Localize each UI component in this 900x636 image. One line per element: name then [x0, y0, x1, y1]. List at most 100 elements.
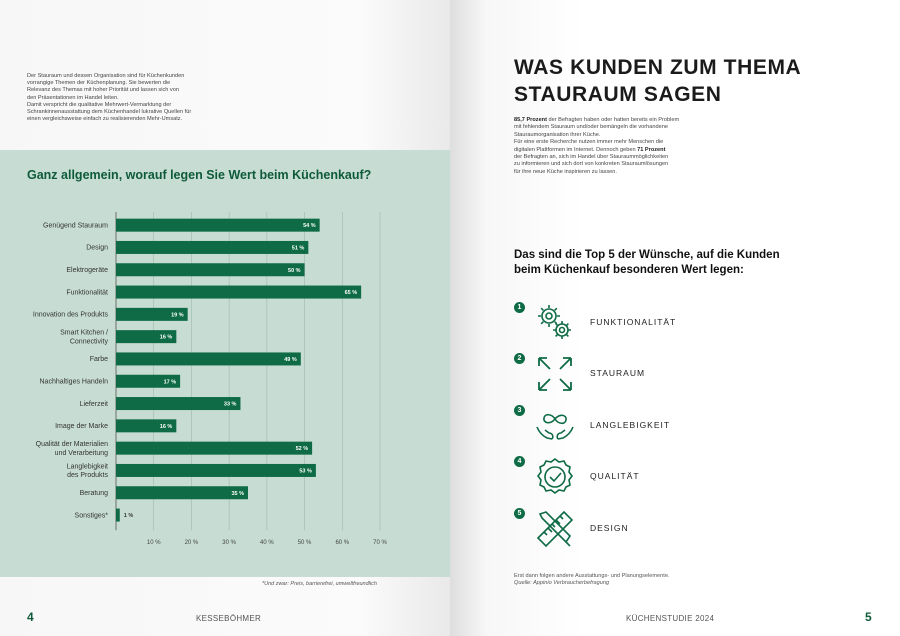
bar-value-label: 1 %: [124, 513, 134, 519]
category-label: Langlebigkeit des Produkts: [67, 463, 109, 479]
category-label-line: und Verarbeitung: [55, 450, 108, 457]
bar-value-label: 19 %: [171, 312, 184, 318]
intro-line: für ihre neue Küche inspirieren zu lasse…: [514, 168, 617, 175]
intro-line: den Präsentationen im Handel leiten.: [27, 94, 119, 101]
category-label: Design: [86, 245, 108, 252]
bar: [116, 307, 188, 321]
source-line: Erst dann folgen andere Ausstattungs- un…: [514, 573, 670, 579]
category-label: Sonstiges*: [75, 512, 109, 519]
chart-title: Ganz allgemein, worauf legen Sie Wert be…: [27, 168, 372, 182]
intro-line: einen vergleichsweise einfach zu realisi…: [27, 116, 183, 123]
bar: [116, 218, 320, 232]
footer-study: KÜCHENSTUDIE 2024: [626, 614, 715, 623]
intro-line: Für eine erste Recherche nutzen immer me…: [514, 139, 664, 146]
bar-value-label: 16 %: [160, 424, 173, 430]
category-label: Elektrogeräte: [66, 267, 108, 274]
gears-icon: [538, 305, 571, 339]
intro-line: Relevanz des Themas mit hoher Priorität …: [27, 87, 179, 94]
left-intro-text: Der Stauraum und dessen Organisation sin…: [27, 73, 212, 123]
category-label: Lieferzeit: [80, 401, 108, 408]
wish-item-storage: 2 STAURAUM: [514, 353, 874, 399]
page-title: WAS KUNDEN ZUM THEMA STAURAUM SAGEN: [514, 54, 864, 108]
bar: [116, 463, 316, 477]
category-label: Funktionalität: [66, 289, 108, 296]
pencil-ruler-icon: [536, 510, 574, 548]
category-label: Image der Marke: [55, 423, 108, 430]
category-label-line: Qualität der Materialien: [36, 441, 108, 448]
category-label-line: Farbe: [90, 356, 108, 363]
wish-label: STAURAUM: [590, 368, 646, 378]
bar-value-label: 52 %: [296, 446, 309, 452]
number-badge: 1: [514, 302, 525, 313]
intro-line: zu informieren und sich dort von konkret…: [514, 161, 669, 168]
quality-seal-icon: [537, 458, 573, 494]
wish-item-quality: 4 QUALITÄT: [514, 456, 874, 502]
wish-item-design: 5 DESIGN: [514, 508, 874, 554]
intro-line: der Befragten an, sich im Handel über St…: [514, 154, 669, 161]
intro-text: digitalen Plattformen im Internet. Denno…: [514, 146, 638, 153]
category-label: Qualität der Materialien und Verarbeitung: [36, 441, 108, 457]
category-label-line: Image der Marke: [55, 423, 108, 430]
bar-value-label: 51 %: [292, 245, 305, 251]
x-tick-label: 10 %: [147, 540, 161, 545]
number-badge: 4: [514, 456, 525, 467]
category-label: Nachhaltiges Handeln: [40, 378, 109, 385]
source-citation: Quelle: Appinio Verbraucherbefragung: [514, 580, 610, 587]
intro-line: Der Stauraum und dessen Organisation sin…: [27, 73, 185, 79]
x-tick-label: 20 %: [185, 540, 199, 545]
x-tick-label: 60 %: [335, 540, 349, 545]
bar: [116, 419, 177, 433]
category-label: Farbe: [90, 356, 108, 363]
top5-heading: Das sind die Top 5 der Wünsche, auf die …: [514, 248, 784, 278]
bar-value-label: 53 %: [299, 468, 312, 474]
bar-chart: 10 % 20 % 30 % 40 % 50 % 60 % 70 % 54 % Genügend…: [33, 212, 387, 545]
category-label-line: Smart Kitchen /: [60, 329, 108, 336]
wish-label: LANGLEBIGKEIT: [590, 420, 671, 430]
bar-value-label: 65 %: [345, 290, 358, 296]
bar: [116, 240, 309, 254]
bar: [116, 441, 313, 455]
bar: [116, 263, 305, 277]
bar-value-label: 50 %: [288, 268, 301, 274]
category-label: Smart Kitchen / Connectivity: [60, 329, 108, 345]
footer-brand: KESSEBÖHMER: [196, 614, 262, 623]
category-label-line: Langlebigkeit: [67, 463, 108, 470]
x-tick-label: 30 %: [222, 540, 236, 545]
category-label-line: Sonstiges*: [75, 512, 109, 519]
bar-value-label: 35 %: [231, 491, 244, 497]
category-label: Genügend Stauraum: [43, 222, 108, 229]
number-badge: 2: [514, 353, 525, 364]
intro-line: 85,7 Prozent der Befragten haben oder ha…: [514, 117, 719, 124]
page-number-left: 4: [27, 610, 34, 624]
x-tick-label: 50 %: [298, 540, 312, 545]
heading-line: beim Küchenkauf besonderen Wert legen:: [514, 264, 744, 276]
bar-value-label: 17 %: [164, 379, 177, 385]
bar: [116, 330, 177, 344]
wish-item-durability: 3 LANGLEBIGKEIT: [514, 405, 874, 451]
category-label-line: Nachhaltiges Handeln: [40, 378, 109, 385]
infinity-hands-icon: [536, 413, 574, 440]
chart-footnote: *Und zwar: Preis, barrierefrei, umweltfr…: [262, 581, 377, 587]
x-tick-label: 40 %: [260, 540, 274, 545]
bar: [116, 285, 362, 299]
bar-value-label: 54 %: [303, 223, 316, 229]
bold-stat: 85,7 Prozent: [514, 117, 547, 123]
bar: [116, 508, 120, 522]
expand-arrows-icon: [538, 357, 572, 391]
bar: [116, 397, 241, 411]
title-line: STAURAUM SAGEN: [514, 83, 722, 106]
intro-line: Damit verspricht die qualitative Mehrwer…: [27, 101, 172, 108]
category-label-line: Connectivity: [70, 338, 109, 345]
wish-label: DESIGN: [590, 523, 629, 533]
wish-item-functionality: 1 FUNKTIONALITÄT: [514, 302, 874, 348]
category-label-line: Funktionalität: [66, 289, 108, 296]
title-line: WAS KUNDEN ZUM THEMA: [514, 56, 802, 79]
right-intro-text: 85,7 Prozent der Befragten haben oder ha…: [514, 117, 719, 176]
right-page: [450, 0, 900, 636]
category-label-line: Lieferzeit: [80, 401, 108, 408]
bar: [116, 486, 248, 500]
wish-label: QUALITÄT: [590, 471, 640, 481]
intro-line: vorrangige Themen der Küchenplanung. Sie…: [27, 80, 171, 87]
intro-text: der Befragten haben oder hatten bereits …: [546, 117, 680, 123]
